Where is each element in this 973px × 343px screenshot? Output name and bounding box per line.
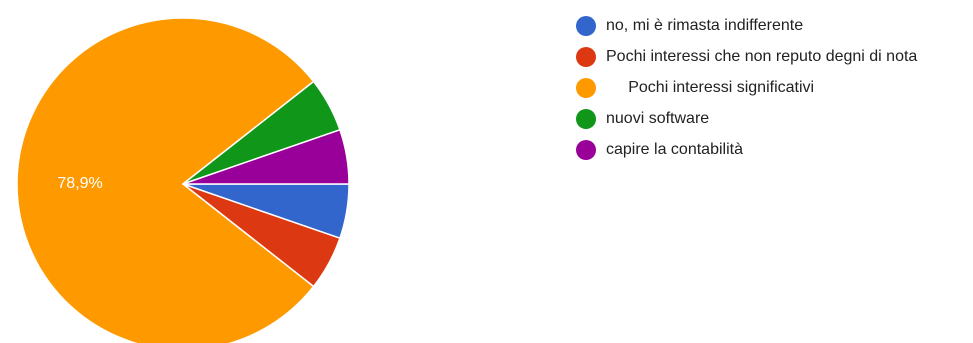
legend-label: capire la contabilità — [606, 141, 743, 158]
legend-item-indifferente: no, mi è rimasta indifferente — [576, 15, 956, 37]
legend-item-capire-contabilita: capire la contabilità — [576, 139, 956, 161]
legend-swatch — [576, 16, 596, 36]
pie-slice-4 — [182, 129, 350, 185]
legend-label: no, mi è rimasta indifferente — [606, 17, 804, 34]
legend-swatch — [576, 78, 596, 98]
legend-swatch — [576, 140, 596, 160]
legend-label: nuovi software — [606, 110, 710, 127]
pie-slice-2 — [16, 17, 315, 343]
legend-item-pochi-interessi-non-degni: Pochi interessi che non reputo degni di … — [576, 46, 956, 68]
pie-data-label: 78,9% — [57, 175, 102, 192]
legend-swatch — [576, 47, 596, 67]
legend-swatch — [576, 109, 596, 129]
chart-legend: no, mi è rimasta indifferente Pochi inte… — [576, 15, 956, 170]
legend-item-nuovi-software: nuovi software — [576, 108, 956, 130]
legend-label: Pochi interessi che non reputo degni di … — [606, 48, 918, 65]
legend-item-pochi-interessi-significativi: Pochi interessi significativi — [576, 77, 956, 99]
legend-label: Pochi interessi significativi — [606, 79, 815, 96]
